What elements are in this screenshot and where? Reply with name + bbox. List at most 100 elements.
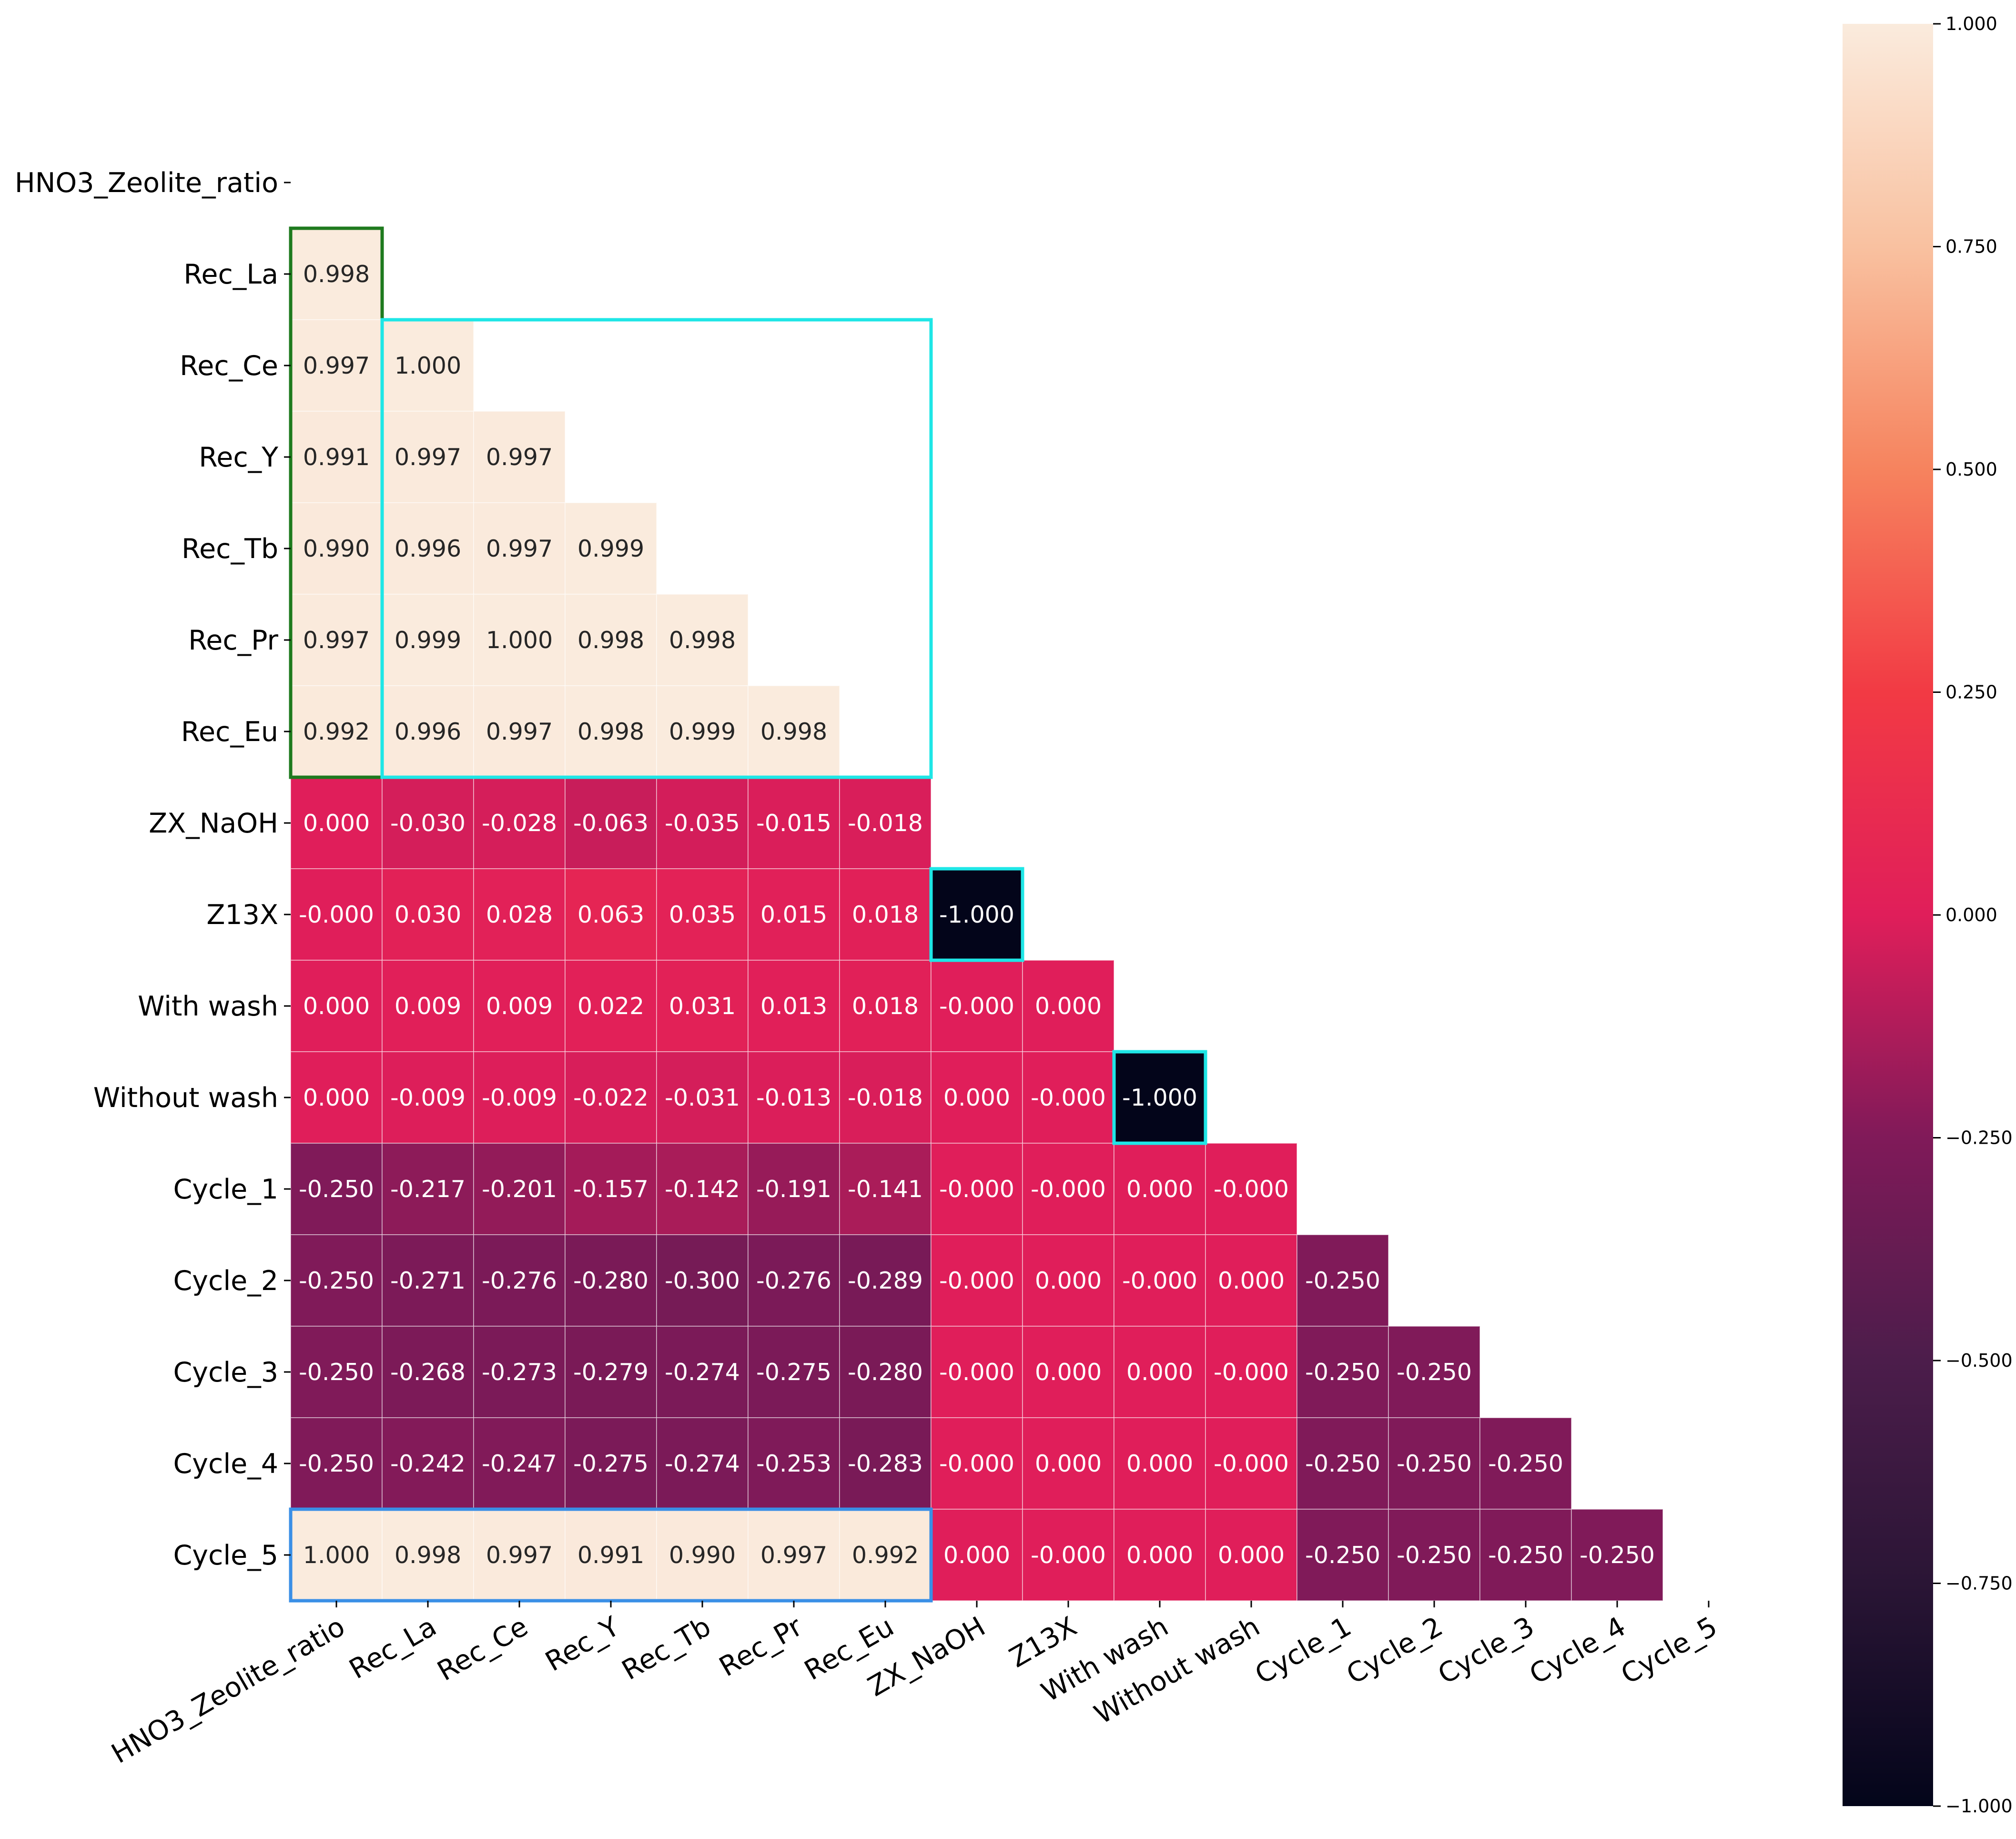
colorbar-tick-label: −0.250 bbox=[1945, 1128, 2013, 1148]
heatmap-cell bbox=[656, 1326, 749, 1418]
cell-value-label: -0.250 bbox=[299, 1176, 374, 1203]
heatmap-cell bbox=[1022, 1051, 1114, 1144]
x-tick-label: Rec_Pr bbox=[714, 1611, 808, 1683]
heatmap-cell bbox=[382, 960, 474, 1052]
heatmap-cell bbox=[1205, 1509, 1297, 1601]
cell-value-label: 0.018 bbox=[852, 901, 919, 928]
y-tick-label: Cycle_2 bbox=[173, 1265, 278, 1297]
cell-value-label: 0.997 bbox=[486, 444, 553, 471]
cell-value-label: 0.000 bbox=[303, 993, 370, 1020]
colorbar-tick-label: 0.500 bbox=[1945, 459, 1997, 480]
cell-value-label: 0.991 bbox=[577, 1542, 644, 1569]
cell-value-label: -0.018 bbox=[848, 1084, 923, 1111]
heatmap-cell bbox=[290, 1417, 383, 1510]
cell-value-label: 0.990 bbox=[669, 1542, 736, 1569]
cell-value-label: 0.000 bbox=[1126, 1450, 1193, 1477]
heatmap-cell bbox=[382, 411, 474, 503]
heatmap-cell bbox=[565, 777, 657, 869]
cell-value-label: -0.201 bbox=[482, 1176, 557, 1203]
cell-value-label: -0.009 bbox=[482, 1084, 557, 1111]
cell-value-label: 0.998 bbox=[577, 718, 644, 745]
heatmap-cell bbox=[931, 1417, 1023, 1510]
cell-value-label: 0.000 bbox=[303, 1084, 370, 1111]
heatmap-cell bbox=[748, 1326, 840, 1418]
x-tick-label: Rec_Y bbox=[540, 1611, 625, 1678]
heatmap-cell bbox=[1297, 1417, 1389, 1510]
heatmap-cell bbox=[748, 1234, 840, 1327]
heatmap-cell bbox=[656, 685, 749, 778]
heatmap-cell bbox=[1205, 1326, 1297, 1418]
cell-value-label: -0.000 bbox=[939, 1176, 1014, 1203]
heatmap-cell bbox=[839, 1509, 932, 1601]
heatmap-cell bbox=[290, 1234, 383, 1327]
heatmap-cell bbox=[1114, 1234, 1206, 1327]
cell-value-label: 0.992 bbox=[303, 718, 370, 745]
heatmap-cell bbox=[1479, 1509, 1572, 1601]
heatmap-cell bbox=[473, 1234, 566, 1327]
cell-value-label: -0.279 bbox=[573, 1359, 648, 1386]
heatmap-cell bbox=[748, 960, 840, 1052]
cell-value-label: -0.250 bbox=[1580, 1542, 1655, 1569]
heatmap-cell bbox=[565, 1326, 657, 1418]
cell-value-label: 0.000 bbox=[1035, 1359, 1102, 1386]
heatmap-cell bbox=[839, 777, 932, 869]
x-tick-label: Rec_Tb bbox=[617, 1611, 716, 1687]
y-tick-label: Cycle_3 bbox=[173, 1357, 278, 1388]
y-tick-label: Cycle_5 bbox=[173, 1540, 278, 1571]
heatmap-cell bbox=[473, 1509, 566, 1601]
cell-value-label: 0.013 bbox=[760, 993, 827, 1020]
y-tick-label: Rec_La bbox=[183, 259, 278, 290]
heatmap-cell bbox=[748, 685, 840, 778]
heatmap-cell bbox=[382, 777, 474, 869]
heatmap-cell bbox=[382, 594, 474, 686]
cell-value-label: -0.018 bbox=[848, 810, 923, 837]
cell-value-label: -0.250 bbox=[299, 1450, 374, 1477]
heatmap-cell bbox=[290, 319, 383, 412]
heatmap-cell bbox=[931, 868, 1023, 961]
cell-value-label: -0.275 bbox=[573, 1450, 648, 1477]
cell-value-label: -0.247 bbox=[482, 1450, 557, 1477]
cell-value-label: -0.271 bbox=[390, 1267, 466, 1294]
cell-value-label: 0.031 bbox=[669, 993, 736, 1020]
cell-value-label: 0.997 bbox=[486, 535, 553, 562]
cell-value-label: -0.289 bbox=[848, 1267, 923, 1294]
cell-value-label: -0.015 bbox=[756, 810, 831, 837]
cell-value-label: -0.028 bbox=[482, 810, 557, 837]
heatmap-cell bbox=[1114, 1326, 1206, 1418]
heatmap-cell bbox=[382, 1234, 474, 1327]
heatmap-cell bbox=[748, 1143, 840, 1235]
cell-value-label: 0.000 bbox=[1218, 1267, 1285, 1294]
heatmap-cell bbox=[290, 960, 383, 1052]
heatmap-cell bbox=[473, 960, 566, 1052]
y-tick-label: Cycle_4 bbox=[173, 1448, 278, 1480]
heatmap-cell bbox=[382, 1143, 474, 1235]
heatmap-cell bbox=[1022, 1326, 1114, 1418]
cell-value-label: -0.250 bbox=[1305, 1542, 1380, 1569]
cell-value-label: -0.000 bbox=[939, 1450, 1014, 1477]
heatmap-cell bbox=[565, 960, 657, 1052]
heatmap-cell bbox=[839, 1234, 932, 1327]
x-tick-label: Cycle_4 bbox=[1524, 1611, 1631, 1690]
highlight-box bbox=[380, 318, 933, 779]
heatmap-cell bbox=[290, 1326, 383, 1418]
cell-value-label: -0.141 bbox=[848, 1176, 923, 1203]
cell-value-label: 0.000 bbox=[1035, 1267, 1102, 1294]
colorbar-tick-label: 0.250 bbox=[1945, 682, 1997, 703]
highlight-box bbox=[929, 867, 1024, 962]
cell-value-label: 0.000 bbox=[1035, 993, 1102, 1020]
y-tick-label: With wash bbox=[138, 991, 278, 1022]
heatmap-cell bbox=[1022, 1234, 1114, 1327]
cell-value-label: 0.992 bbox=[852, 1542, 919, 1569]
heatmap-cell bbox=[839, 1326, 932, 1418]
cell-value-label: 0.997 bbox=[395, 444, 461, 471]
cell-value-label: -0.022 bbox=[573, 1084, 648, 1111]
cell-value-label: 0.997 bbox=[303, 627, 370, 654]
heatmap-cell bbox=[931, 1509, 1023, 1601]
cell-value-label: 0.996 bbox=[395, 535, 461, 562]
cell-value-label: -0.000 bbox=[1031, 1084, 1106, 1111]
cell-value-label: -0.031 bbox=[665, 1084, 740, 1111]
heatmap-cell bbox=[290, 411, 383, 503]
cell-value-label: -0.217 bbox=[390, 1176, 466, 1203]
heatmap-cell bbox=[565, 594, 657, 686]
heatmap-cell bbox=[748, 1417, 840, 1510]
